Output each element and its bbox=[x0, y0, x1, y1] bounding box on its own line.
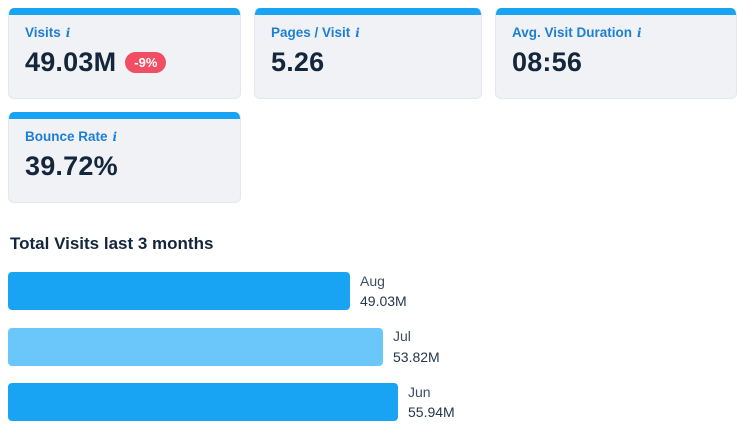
bar-label-jun: Jun 55.94M bbox=[408, 383, 455, 421]
bounce-rate-card: Bounce Rate i 39.72% bbox=[8, 112, 241, 203]
avg-visit-duration-card: Avg. Visit Duration i 08:56 bbox=[495, 8, 737, 99]
card-accent-bar bbox=[496, 8, 736, 15]
visits-card-title-text: Visits bbox=[25, 25, 61, 40]
info-icon[interactable]: i bbox=[65, 25, 71, 40]
stat-cards-row-1: Visits i 49.03M -9% Pages / Visit i 5.26 bbox=[8, 8, 737, 99]
chart-title: Total Visits last 3 months bbox=[10, 234, 214, 253]
bounce-rate-value: 39.72% bbox=[25, 151, 118, 181]
bar-jul bbox=[8, 327, 383, 366]
card-accent-bar bbox=[9, 8, 240, 15]
total-visits-bar-chart: Aug 49.03M Jul 53.82M Jun 55.94M bbox=[8, 272, 737, 421]
bar-label-aug: Aug 49.03M bbox=[360, 272, 407, 310]
visits-card-title: Visits i bbox=[25, 25, 224, 40]
card-accent-bar bbox=[9, 112, 240, 119]
info-icon[interactable]: i bbox=[112, 129, 118, 144]
pages-per-visit-card-title: Pages / Visit i bbox=[271, 25, 465, 40]
avg-visit-duration-value: 08:56 bbox=[512, 47, 583, 77]
visits-change-badge: -9% bbox=[125, 52, 167, 73]
bar-aug bbox=[8, 272, 350, 311]
bar-value-label: 49.03M bbox=[360, 293, 407, 310]
bounce-rate-title-text: Bounce Rate bbox=[25, 129, 108, 144]
pages-per-visit-card: Pages / Visit i 5.26 bbox=[254, 8, 482, 99]
bar-month-label: Jun bbox=[408, 383, 431, 400]
visits-card: Visits i 49.03M -9% bbox=[8, 8, 241, 99]
bar-row-jul: Jul 53.82M bbox=[8, 327, 737, 366]
bounce-rate-card-title: Bounce Rate i bbox=[25, 129, 224, 144]
bar-row-jun: Jun 55.94M bbox=[8, 382, 737, 421]
bar-jun bbox=[8, 382, 398, 421]
bar-month-label: Jul bbox=[393, 328, 411, 345]
avg-visit-duration-title-text: Avg. Visit Duration bbox=[512, 25, 633, 40]
pages-per-visit-title-text: Pages / Visit bbox=[271, 25, 351, 40]
pages-per-visit-value: 5.26 bbox=[271, 47, 325, 77]
bar-value-label: 55.94M bbox=[408, 403, 455, 420]
card-accent-bar bbox=[255, 8, 481, 15]
bar-value-label: 53.82M bbox=[393, 348, 440, 365]
avg-visit-duration-card-title: Avg. Visit Duration i bbox=[512, 25, 720, 40]
stat-cards-row-2: Bounce Rate i 39.72% bbox=[8, 112, 737, 203]
info-icon[interactable]: i bbox=[355, 25, 360, 40]
bar-row-aug: Aug 49.03M bbox=[8, 272, 737, 311]
bar-month-label: Aug bbox=[360, 273, 385, 289]
visits-value: 49.03M bbox=[25, 47, 117, 77]
info-icon[interactable]: i bbox=[637, 25, 642, 40]
bar-label-jul: Jul 53.82M bbox=[393, 327, 440, 365]
